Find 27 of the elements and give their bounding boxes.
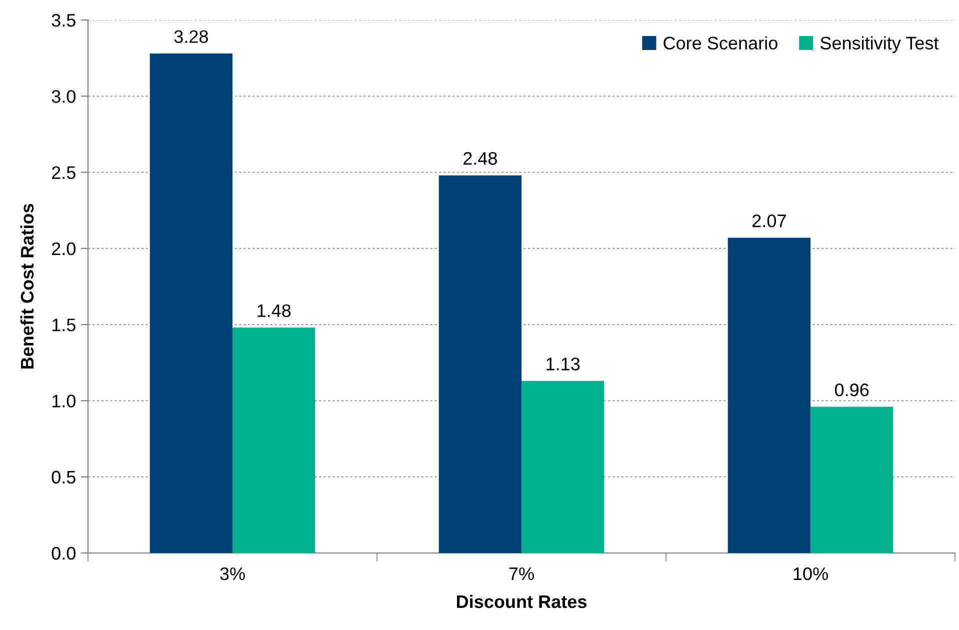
y-tick-label: 2.0 (52, 242, 76, 256)
y-tick-label: 2.5 (52, 166, 76, 180)
data-label: 2.07 (752, 214, 786, 228)
bar (232, 328, 316, 553)
y-tick-label: 1.5 (52, 318, 76, 332)
x-axis-title: Discount Rates (456, 594, 586, 608)
data-label: 1.48 (258, 304, 291, 318)
bar (522, 380, 604, 553)
bar (150, 54, 232, 553)
y-tick-label: 3.5 (52, 14, 76, 27)
y-tick-label: 3.0 (52, 90, 76, 103)
bar (810, 406, 894, 553)
legend-label: Sensitivity Test (820, 36, 939, 54)
x-tick-label: 10% (794, 567, 828, 580)
legend-label: Core Scenario (664, 36, 778, 50)
data-label: 0.96 (834, 384, 869, 396)
y-tick-label: 0.0 (52, 546, 76, 560)
bar (438, 175, 522, 553)
y-axis-title: Benefit Cost Ratios (20, 204, 34, 369)
y-tick-label: 0.5 (52, 470, 76, 484)
data-label: 2.48 (464, 152, 497, 165)
x-tick-label: 7% (509, 567, 534, 580)
data-label: 1.13 (546, 358, 580, 370)
y-tick-label: 1.0 (52, 394, 76, 408)
data-label: 3.28 (174, 30, 208, 43)
x-tick-label: 3% (220, 567, 245, 580)
bar (728, 238, 810, 553)
